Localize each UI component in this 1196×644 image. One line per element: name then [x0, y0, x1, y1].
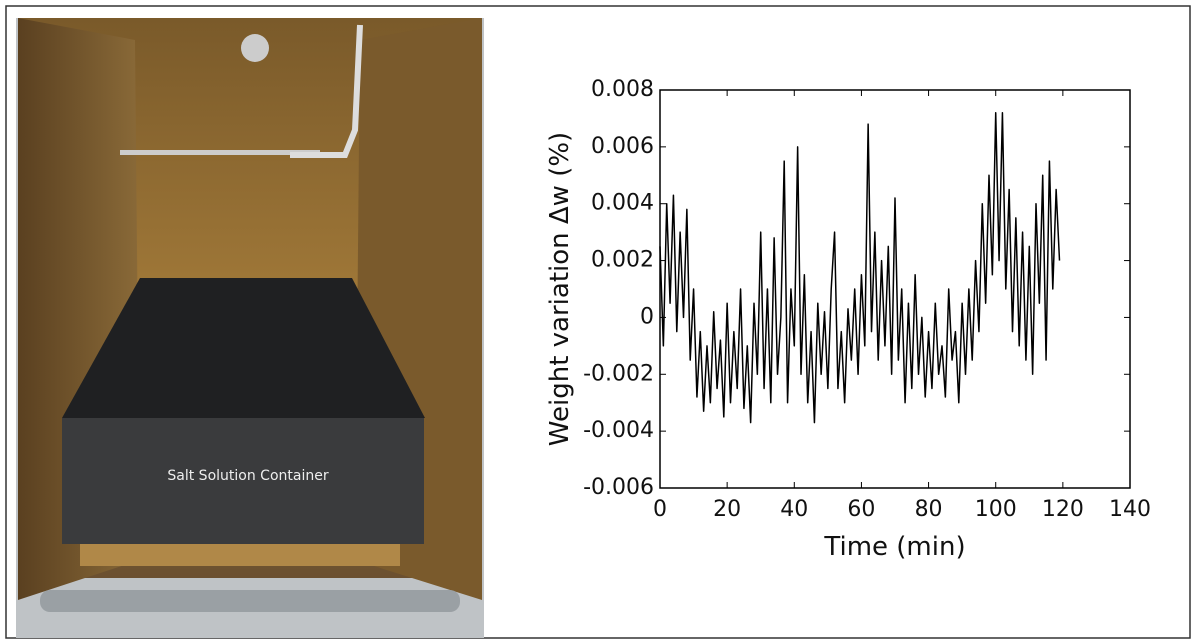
- plot-frame: [659, 89, 1131, 489]
- container-front: [62, 418, 424, 544]
- x-tick-label: 60: [847, 497, 875, 522]
- figure-frame: [5, 5, 1191, 639]
- y-tick-label: 0.002: [591, 248, 654, 273]
- y-tick-label: 0.004: [591, 191, 654, 216]
- x-tick-label: 120: [1042, 497, 1084, 522]
- x-tick-label: 100: [975, 497, 1017, 522]
- y-tick-label: 0: [640, 304, 654, 329]
- door-frame: [40, 590, 460, 612]
- y-tick-label: -0.002: [583, 361, 654, 386]
- tray: [80, 544, 400, 566]
- x-tick-label: 0: [653, 497, 667, 522]
- x-tick-label: 140: [1109, 497, 1151, 522]
- rack: [120, 150, 320, 155]
- hook: [241, 34, 269, 62]
- x-tick-label: 20: [713, 497, 741, 522]
- y-tick-label: 0.008: [591, 77, 654, 102]
- x-axis-label: Time (min): [823, 532, 965, 562]
- y-tick-label: -0.004: [583, 418, 654, 443]
- photo-caption: Salt Solution Container: [167, 468, 328, 484]
- y-tick-label: 0.006: [591, 134, 654, 159]
- y-tick-label: -0.006: [583, 475, 654, 500]
- x-tick-label: 80: [915, 497, 943, 522]
- data-line: [659, 111, 1061, 424]
- pipe: [290, 24, 363, 158]
- photo: Salt Solution Container: [16, 18, 484, 638]
- x-tick-label: 40: [780, 497, 808, 522]
- y-axis-label: Weight variation Δw (%): [545, 132, 575, 446]
- container-top: [62, 278, 425, 418]
